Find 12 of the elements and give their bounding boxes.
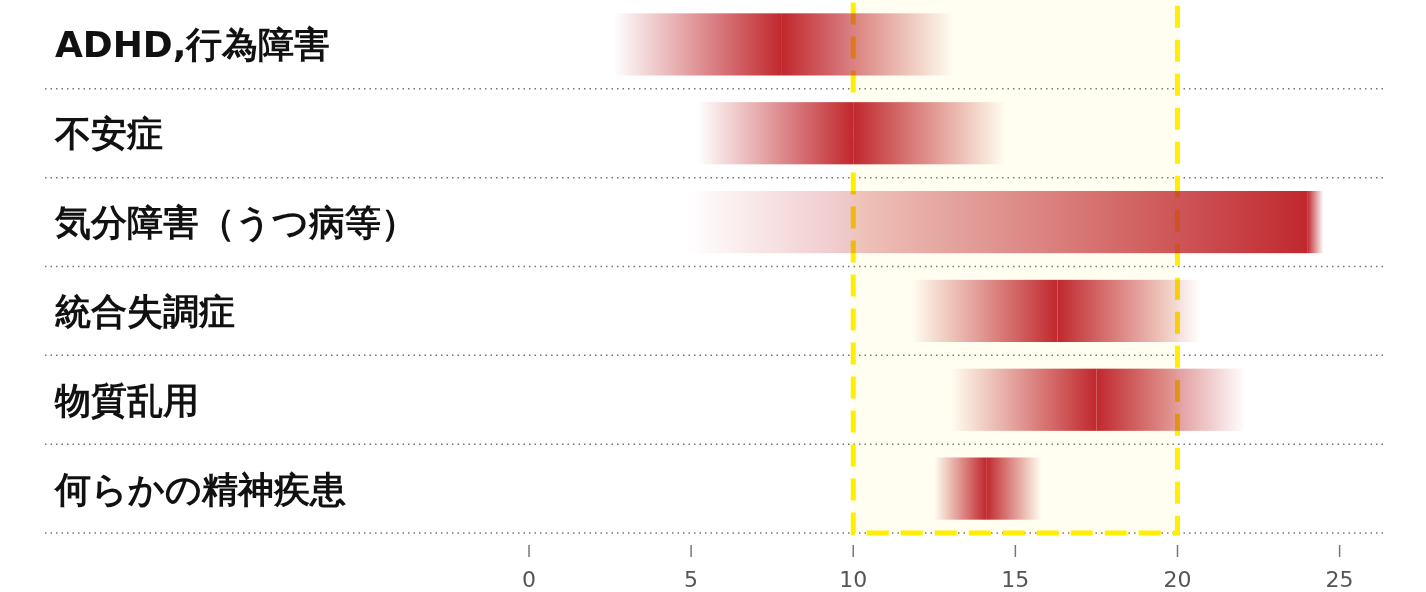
y-tick-label: 不安症 [54, 113, 163, 155]
x-tick-label: 15 [1001, 567, 1030, 592]
y-tick-label: 統合失調症 [54, 290, 235, 332]
x-tick-label: 25 [1325, 567, 1354, 592]
x-tick-label: 20 [1163, 567, 1192, 592]
y-tick-label: ADHD,行為障害 [55, 24, 331, 66]
y-tick-label: 気分障害（うつ病等） [54, 202, 417, 244]
x-tick-label: 10 [839, 567, 868, 592]
y-tick-label: 何らかの精神疾患 [53, 468, 346, 510]
x-tick-label: 0 [522, 567, 536, 592]
x-tick-label: 5 [684, 567, 699, 592]
y-tick-label: 物質乱用 [54, 379, 199, 421]
